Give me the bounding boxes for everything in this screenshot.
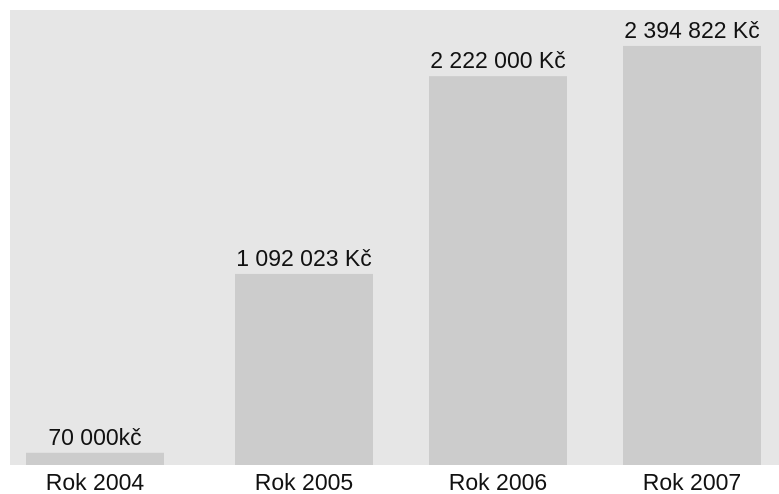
category-label-1: Rok 2004 xyxy=(46,469,145,494)
value-label-group: 70 000kč 1 092 023 Kč 2 222 000 Kč 2 394 82… xyxy=(48,17,759,450)
value-label-2: 1 092 023 Kč xyxy=(236,245,372,271)
value-label-3: 2 222 000 Kč xyxy=(430,47,566,73)
category-label-4: Rok 2007 xyxy=(643,469,741,494)
bar-1 xyxy=(26,452,164,465)
value-label-1: 70 000kč xyxy=(48,424,141,450)
value-label-4: 2 394 822 Kč xyxy=(624,17,760,43)
bar-4 xyxy=(623,45,761,465)
category-label-2: Rok 2005 xyxy=(255,469,353,494)
category-label-group: Rok 2004 Rok 2005 Rok 2006 Rok 2007 xyxy=(46,469,741,494)
bar-group xyxy=(26,45,761,466)
category-label-3: Rok 2006 xyxy=(449,469,547,494)
bar-3 xyxy=(429,76,567,466)
bar-2 xyxy=(235,273,373,465)
